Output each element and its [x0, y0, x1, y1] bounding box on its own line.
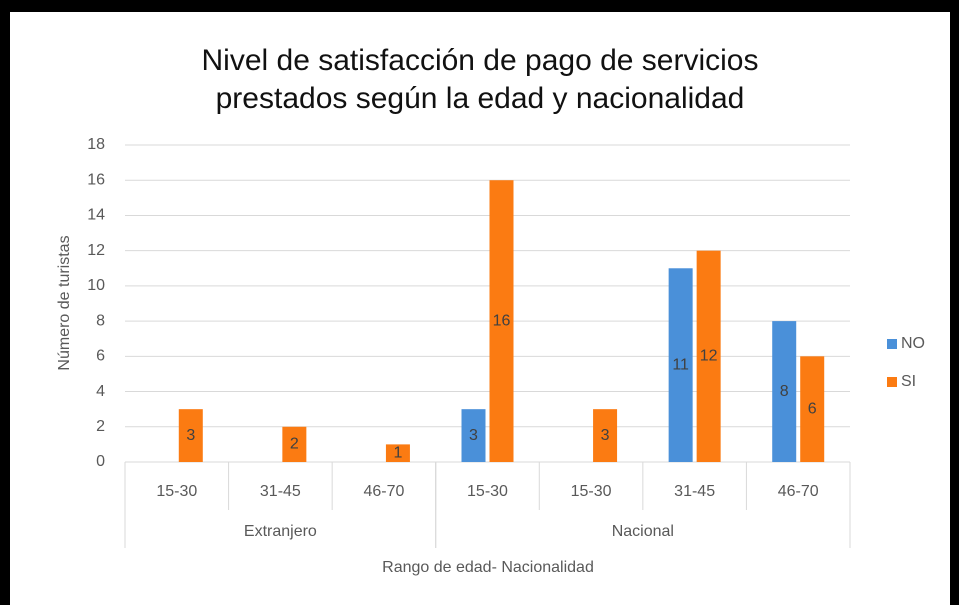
y-axis-label: Número de turistas	[56, 235, 73, 370]
y-tick-label: 4	[96, 383, 105, 400]
data-label: 12	[700, 348, 718, 365]
x-tick-label: 15-30	[156, 483, 197, 500]
bar	[668, 268, 693, 462]
x-tick-label: 46-70	[778, 483, 819, 500]
bar	[282, 426, 307, 462]
legend-swatch	[887, 339, 897, 349]
data-label: 3	[601, 427, 610, 444]
y-tick-label: 2	[96, 418, 105, 435]
y-tick-label: 14	[87, 207, 105, 224]
data-label: 3	[186, 427, 195, 444]
bar	[461, 409, 486, 462]
chart-title: prestados según la edad y nacionalidad	[216, 82, 745, 115]
legend-label: SI	[901, 373, 916, 390]
bar	[696, 250, 721, 462]
group-label: Nacional	[612, 523, 674, 540]
legend-swatch	[887, 377, 897, 387]
y-tick-label: 16	[87, 171, 105, 188]
x-tick-label: 15-30	[467, 483, 508, 500]
bar	[178, 409, 203, 462]
data-label: 2	[290, 436, 299, 453]
bar	[800, 356, 825, 462]
chart: Nivel de satisfacción de pago de servici…	[56, 44, 925, 576]
bar	[593, 409, 618, 462]
data-label: 6	[808, 400, 817, 417]
x-tick-label: 15-30	[571, 483, 612, 500]
x-tick-label: 31-45	[260, 483, 301, 500]
y-tick-label: 10	[87, 277, 105, 294]
bar	[489, 180, 514, 462]
y-tick-label: 0	[96, 453, 105, 470]
y-tick-label: 8	[96, 312, 105, 329]
y-tick-label: 6	[96, 348, 105, 365]
x-tick-label: 31-45	[674, 483, 715, 500]
legend-label: NO	[901, 335, 925, 352]
chart-title: Nivel de satisfacción de pago de servici…	[202, 44, 759, 77]
bar	[385, 444, 410, 462]
group-label: Extranjero	[244, 523, 317, 540]
data-label: 8	[780, 383, 789, 400]
y-tick-label: 12	[87, 242, 105, 259]
x-axis-label: Rango de edad- Nacionalidad	[382, 559, 594, 576]
data-label: 3	[469, 427, 478, 444]
bar	[772, 321, 797, 462]
data-label: 1	[393, 444, 402, 461]
y-tick-label: 18	[87, 136, 105, 153]
x-tick-label: 46-70	[363, 483, 404, 500]
data-label: 11	[672, 356, 689, 373]
data-label: 16	[493, 312, 511, 329]
